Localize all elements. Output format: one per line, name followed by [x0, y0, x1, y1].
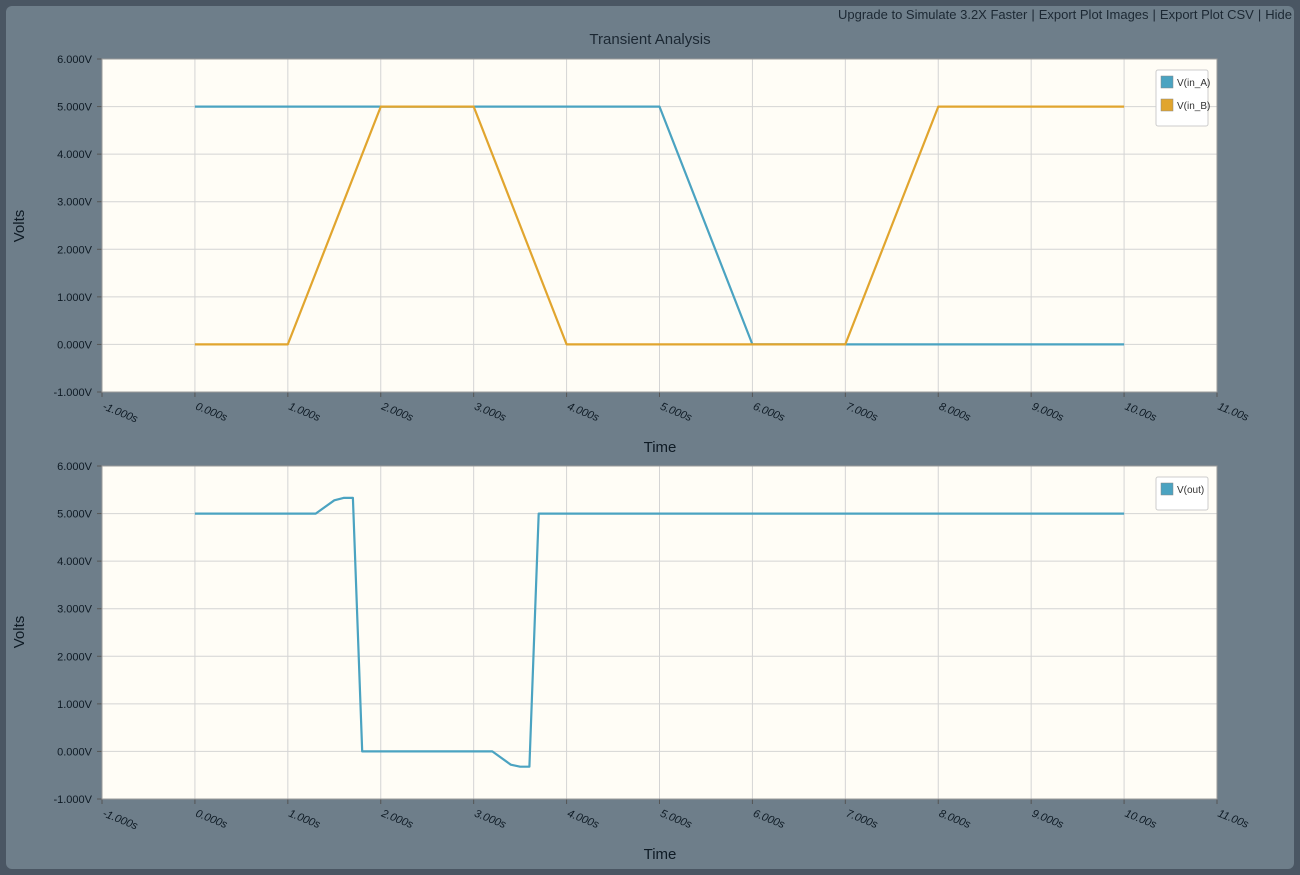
x-tick-label: 0.000s: [194, 401, 230, 425]
y-tick-label: 0.000V: [57, 339, 93, 351]
y-tick-label: 2.000V: [57, 651, 93, 663]
x-tick-label: 5.000s: [658, 808, 694, 832]
toolbar-links: Upgrade to Simulate 3.2X Faster | Export P…: [838, 7, 1292, 22]
y-tick-label: -1.000V: [53, 794, 92, 806]
legend-swatch: [1160, 75, 1174, 89]
x-tick-label: 1.000s: [287, 401, 323, 425]
x-axis-title: Time: [644, 439, 677, 456]
x-tick-label: 4.000s: [565, 401, 601, 425]
y-tick-label: 3.000V: [57, 604, 93, 616]
y-tick-label: 1.000V: [57, 699, 93, 711]
x-tick-label: 1.000s: [287, 808, 323, 832]
x-tick-label: 2.000s: [379, 400, 416, 424]
y-tick-label: 2.000V: [57, 244, 93, 256]
x-axis-title: Time: [644, 846, 677, 863]
series-line-V(out): [194, 496, 1125, 768]
x-tick-label: 11.00s: [1216, 401, 1251, 424]
x-tick-label: 10.00s: [1123, 808, 1159, 832]
y-tick-label: 6.000V: [57, 54, 93, 66]
y-tick-label: 4.000V: [57, 556, 93, 568]
x-tick-label: 7.000s: [844, 401, 880, 425]
plot-border: [101, 58, 1218, 393]
y-tick-label: 1.000V: [57, 292, 93, 304]
x-tick-label: 10.00s: [1123, 401, 1159, 425]
export-plot-csv-link[interactable]: Export Plot CSV: [1159, 7, 1254, 22]
x-tick-label: 5.000s: [658, 401, 694, 425]
chart-panel-2: -1.000s 0.000s 1.000s 2.000s 3.000s 4.000s 5.0…: [11, 461, 1251, 863]
y-tick-label: 0.000V: [57, 746, 93, 758]
hide-link[interactable]: Hide: [1265, 7, 1292, 22]
x-tick-label: 9.000s: [1030, 808, 1066, 832]
series-line-V(in_B): [194, 105, 1125, 346]
y-tick-label: 3.000V: [57, 197, 93, 209]
y-tick-label: 5.000V: [57, 102, 93, 114]
legend: V(in_A) V(in_B): [1155, 69, 1210, 127]
y-axis-title: Volts: [11, 210, 28, 243]
x-tick-label: 7.000s: [844, 808, 880, 832]
legend-label: V(out): [1177, 485, 1204, 496]
x-tick-label: 0.000s: [194, 808, 230, 832]
chart-title: Transient Analysis: [589, 31, 711, 48]
legend-swatch: [1160, 98, 1174, 112]
x-tick-label: 6.000s: [751, 401, 787, 425]
y-tick-label: 4.000V: [57, 149, 93, 161]
separator: |: [1257, 7, 1262, 22]
x-tick-label: -1.000s: [101, 401, 140, 426]
x-tick-label: 3.000s: [473, 401, 509, 425]
y-tick-label: 6.000V: [57, 461, 93, 473]
chart-panel-1: -1.000s 0.000s 1.000s 2.000s 3.000s 4.000s 5.0…: [11, 54, 1251, 456]
plot-border: [101, 465, 1218, 800]
separator: |: [1031, 7, 1035, 22]
legend: V(out): [1155, 476, 1209, 511]
legend-label: V(in_B): [1177, 101, 1210, 112]
legend-label: V(in_A): [1177, 78, 1210, 89]
x-tick-label: 2.000s: [379, 807, 416, 831]
y-tick-label: -1.000V: [53, 387, 92, 399]
upgrade-link[interactable]: Upgrade to Simulate 3.2X Faster: [837, 7, 1028, 22]
x-tick-label: -1.000s: [101, 808, 140, 833]
x-tick-label: 9.000s: [1030, 401, 1066, 425]
legend-swatch: [1160, 482, 1174, 496]
x-tick-label: 8.000s: [937, 808, 973, 832]
x-tick-label: 4.000s: [565, 808, 601, 832]
y-tick-label: 5.000V: [57, 509, 93, 521]
x-tick-label: 6.000s: [751, 808, 787, 832]
separator: |: [1152, 7, 1156, 22]
x-tick-label: 11.00s: [1216, 808, 1251, 831]
x-tick-label: 8.000s: [937, 401, 973, 425]
x-tick-label: 3.000s: [473, 808, 509, 832]
y-axis-title: Volts: [11, 616, 28, 649]
export-plot-images-link[interactable]: Export Plot Images: [1038, 7, 1149, 22]
